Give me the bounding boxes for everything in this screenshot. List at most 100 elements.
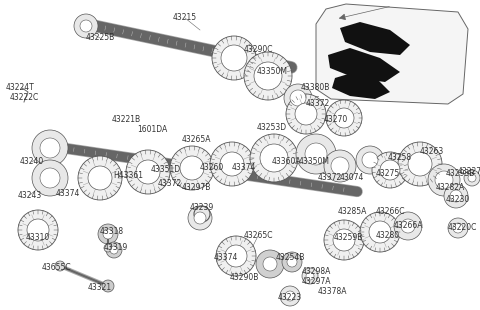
Circle shape xyxy=(212,36,256,80)
Text: 43225B: 43225B xyxy=(85,33,115,42)
Text: 43321: 43321 xyxy=(88,284,112,293)
Circle shape xyxy=(324,150,356,182)
Circle shape xyxy=(331,157,349,175)
Text: 43265A: 43265A xyxy=(181,135,211,144)
Text: 43230: 43230 xyxy=(446,196,470,205)
Circle shape xyxy=(296,134,336,174)
Circle shape xyxy=(221,45,247,71)
Circle shape xyxy=(180,156,204,180)
Circle shape xyxy=(40,138,60,158)
Text: 43280: 43280 xyxy=(376,232,400,241)
Text: 43372: 43372 xyxy=(306,99,330,108)
Text: 43310: 43310 xyxy=(26,233,50,242)
Circle shape xyxy=(78,156,122,200)
Text: 43350M: 43350M xyxy=(256,68,288,77)
Text: 43290B: 43290B xyxy=(229,273,259,282)
Circle shape xyxy=(260,144,288,172)
Text: 43254B: 43254B xyxy=(276,254,305,263)
Circle shape xyxy=(401,219,415,233)
Circle shape xyxy=(136,160,160,184)
Circle shape xyxy=(126,150,170,194)
Circle shape xyxy=(362,152,378,168)
Circle shape xyxy=(106,242,122,258)
Text: 43258: 43258 xyxy=(388,153,412,162)
Circle shape xyxy=(40,168,60,188)
Circle shape xyxy=(450,190,462,202)
Circle shape xyxy=(104,244,112,252)
Circle shape xyxy=(18,210,58,250)
Circle shape xyxy=(448,218,468,238)
Text: 43319: 43319 xyxy=(104,243,128,253)
Text: 43350M: 43350M xyxy=(299,157,329,166)
Circle shape xyxy=(170,146,214,190)
Text: 43259B: 43259B xyxy=(333,233,363,242)
Text: 43372: 43372 xyxy=(158,179,182,188)
Text: 43275: 43275 xyxy=(376,170,400,179)
Text: 43298A: 43298A xyxy=(301,268,331,277)
Circle shape xyxy=(216,236,256,276)
Circle shape xyxy=(302,268,318,284)
Text: 43223: 43223 xyxy=(278,294,302,303)
Text: 43074: 43074 xyxy=(340,174,364,183)
Circle shape xyxy=(88,166,112,190)
Text: 43227T: 43227T xyxy=(457,167,480,176)
Circle shape xyxy=(80,20,92,32)
Circle shape xyxy=(27,219,49,241)
Circle shape xyxy=(444,184,468,208)
Text: 43290C: 43290C xyxy=(243,46,273,55)
Text: 43360A: 43360A xyxy=(271,157,301,166)
Circle shape xyxy=(32,130,68,166)
Circle shape xyxy=(98,224,118,244)
Text: 43372: 43372 xyxy=(318,174,342,183)
Text: 43297A: 43297A xyxy=(301,277,331,286)
Text: 43266A: 43266A xyxy=(393,222,423,231)
Text: 43380B: 43380B xyxy=(300,83,330,92)
Circle shape xyxy=(468,174,476,182)
Circle shape xyxy=(74,14,98,38)
Text: 43318: 43318 xyxy=(100,228,124,237)
Circle shape xyxy=(188,206,212,230)
Text: 43265C: 43265C xyxy=(243,232,273,241)
Text: 43285A: 43285A xyxy=(337,207,367,216)
Polygon shape xyxy=(316,4,468,104)
Text: 43240: 43240 xyxy=(20,157,44,166)
Circle shape xyxy=(326,100,362,136)
Circle shape xyxy=(254,62,282,90)
Circle shape xyxy=(103,229,113,239)
Text: 1601DA: 1601DA xyxy=(137,126,167,135)
Text: 43215: 43215 xyxy=(173,14,197,23)
Text: 43282A: 43282A xyxy=(435,184,465,193)
Circle shape xyxy=(284,84,312,112)
Text: 43260: 43260 xyxy=(200,163,224,172)
Text: 43253D: 43253D xyxy=(257,123,287,132)
Circle shape xyxy=(194,212,206,224)
Circle shape xyxy=(55,261,65,271)
Circle shape xyxy=(305,143,327,165)
Text: 43220C: 43220C xyxy=(447,224,477,232)
Circle shape xyxy=(110,246,118,254)
Circle shape xyxy=(244,52,292,100)
Text: H43361: H43361 xyxy=(113,171,143,180)
Text: 43224T: 43224T xyxy=(6,83,35,92)
Text: 43655C: 43655C xyxy=(41,264,71,272)
Circle shape xyxy=(372,152,408,188)
Circle shape xyxy=(356,146,384,174)
Circle shape xyxy=(220,152,244,176)
Text: 43297B: 43297B xyxy=(181,184,211,193)
Text: 43266C: 43266C xyxy=(375,207,405,216)
Circle shape xyxy=(256,250,284,278)
Text: 43351D: 43351D xyxy=(151,166,181,175)
Circle shape xyxy=(287,257,297,267)
Circle shape xyxy=(464,170,480,186)
Circle shape xyxy=(360,212,400,252)
Text: 43374: 43374 xyxy=(214,254,238,263)
Text: 43378A: 43378A xyxy=(317,287,347,296)
Circle shape xyxy=(102,280,114,292)
Circle shape xyxy=(225,245,247,267)
Circle shape xyxy=(408,152,432,176)
Circle shape xyxy=(250,134,298,182)
Text: 43243: 43243 xyxy=(18,191,42,200)
Circle shape xyxy=(333,229,355,251)
Circle shape xyxy=(306,272,314,280)
Text: REF.43-430A: REF.43-430A xyxy=(365,0,419,1)
